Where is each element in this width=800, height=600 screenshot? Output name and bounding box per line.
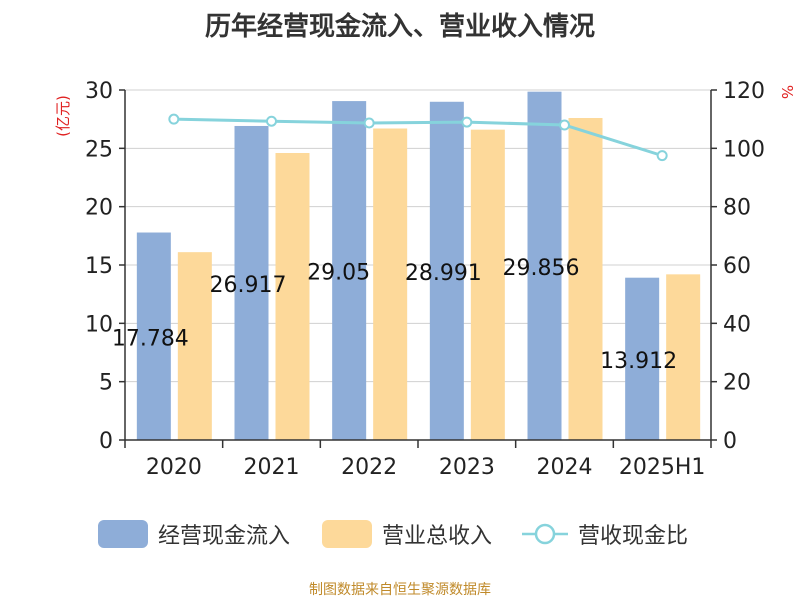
x-axis-tick-label: 2020 [146,455,202,480]
bar-cash-inflow [625,277,660,440]
bar-revenue [275,153,310,440]
bar-revenue [373,128,408,440]
right-axis-tick-label: 60 [723,254,751,279]
left-axis-tick-label: 25 [85,137,113,162]
legend-label-ratio: 营收现金比 [578,524,689,549]
right-axis-tick-label: 0 [723,429,737,454]
legend-swatch-ratio [522,523,568,545]
legend-item-ratio: 营收现金比 [522,516,688,552]
right-axis-tick-label: 80 [723,196,751,221]
ratio-point [656,150,668,162]
bar-revenue [177,252,212,440]
left-axis-tick-label: 5 [99,371,113,396]
legend: 经营现金流入 营业总收入 营收现金比 [0,516,800,552]
ratio-point [168,113,180,125]
bar-cash-inflow [527,91,562,441]
left-axis-tick-label: 0 [99,429,113,454]
right-axis-tick-label: 100 [723,137,765,162]
bar-cash-inflow [429,101,464,440]
x-axis-tick-label: 2025H1 [619,455,706,480]
x-axis-tick-label: 2024 [537,455,593,480]
ratio-point [461,116,473,128]
chart-title: 历年经营现金流入、营业收入情况 [204,12,595,42]
x-axis-tick-label: 2023 [439,455,495,480]
ratio-point [266,115,277,127]
ratio-point [363,117,375,129]
data-label-cash-inflow: 29.05 [307,261,370,286]
bar-cash-inflow [332,101,367,440]
right-axis-tick-label: 20 [723,371,751,396]
bar-revenue [666,274,701,440]
data-label-cash-inflow: 29.856 [503,256,580,281]
axes: 0 5 10 15 20 25 30 0 20 40 60 80 100 120 2020 2021 2022 2… [85,79,765,480]
x-axis-tick-label: 2022 [341,455,397,480]
data-label-cash-inflow: 13.912 [600,349,677,374]
grid-lines [125,89,711,383]
right-axis-unit: % [778,85,796,99]
right-axis-tick-label: 40 [723,312,751,337]
data-label-cash-inflow: 17.784 [112,326,189,351]
left-axis-tick-label: 15 [85,254,113,279]
left-axis-unit: (亿元) [54,95,72,137]
bar-revenue [568,118,603,440]
data-labels: 17.784 26.917 29.05 28.991 29.856 13.912 [112,256,677,374]
left-axis-tick-label: 30 [85,79,113,104]
legend-label-cash-inflow: 经营现金流入 [158,524,291,549]
legend-item-revenue: 营业总收入 [322,516,492,552]
left-axis-tick-label: 10 [85,312,113,337]
right-axis-tick-label: 120 [723,79,765,104]
legend-label-revenue: 营业总收入 [382,524,493,549]
bar-cash-inflow [234,125,269,441]
bar-cash-inflow [136,232,171,440]
left-axis-tick-label: 20 [85,196,113,221]
bar-layer [136,91,701,441]
x-axis-tick-label: 2021 [244,455,300,480]
legend-item-cash-inflow: 经营现金流入 [98,516,290,552]
ratio-point [559,119,570,131]
data-label-cash-inflow: 28.991 [405,261,482,286]
ratio-line-layer [168,113,668,162]
data-label-cash-inflow: 26.917 [210,273,287,298]
bar-revenue [470,129,505,440]
legend-swatch-revenue [322,520,372,548]
legend-swatch-cash-inflow [98,520,148,548]
source-note: 制图数据来自恒生聚源数据库 [309,582,491,598]
ratio-line [173,117,663,158]
